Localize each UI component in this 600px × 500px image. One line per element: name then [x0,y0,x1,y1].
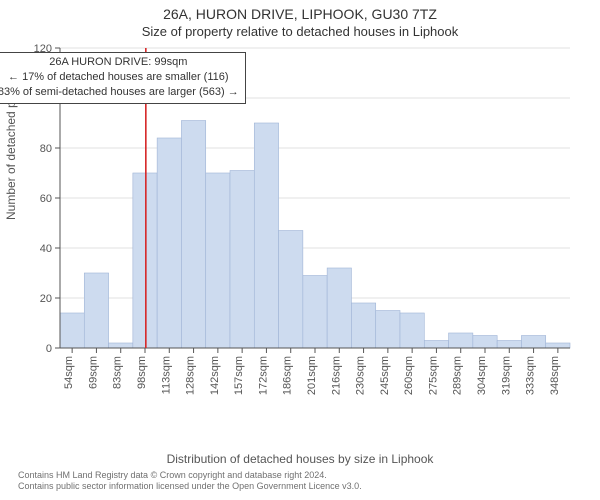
x-tick-label: 216sqm [330,356,342,395]
x-tick-label: 230sqm [355,356,367,395]
histogram-bar [279,231,303,349]
x-tick-label: 113sqm [160,356,172,394]
histogram-bar [351,303,375,348]
histogram-bar [497,341,521,349]
x-tick-label: 69sqm [87,356,99,389]
x-tick-label: 260sqm [403,356,415,395]
histogram-bar [181,121,205,349]
x-tick-label: 83sqm [112,356,124,389]
x-tick-label: 98sqm [136,356,148,389]
x-tick-label: 142sqm [209,356,221,395]
y-tick-label: 0 [46,343,52,355]
x-tick-label: 157sqm [233,356,245,395]
y-tick-label: 60 [40,193,52,205]
x-tick-label: 245sqm [379,356,391,395]
x-axis-label: Distribution of detached houses by size … [0,452,600,466]
x-tick-label: 275sqm [427,356,439,395]
x-tick-label: 128sqm [185,356,197,395]
histogram-bar [254,123,278,348]
x-tick-label: 304sqm [476,356,488,395]
histogram-bar [109,343,133,348]
footer-line-1: Contains HM Land Registry data © Crown c… [18,470,590,481]
annotation-line-3: 83% of semi-detached houses are larger (… [0,85,239,100]
histogram-bar [60,313,84,348]
histogram-bar [424,341,448,349]
figure-root: 26A, HURON DRIVE, LIPHOOK, GU30 7TZ Size… [0,0,600,500]
annotation-box: 26A HURON DRIVE: 99sqm ← 17% of detached… [0,52,246,104]
histogram-bar [157,138,181,348]
y-tick-label: 40 [40,243,52,255]
chart-subtitle: Size of property relative to detached ho… [0,24,600,39]
plot-area: 02040608010012054sqm69sqm83sqm98sqm113sq… [60,48,570,408]
x-tick-label: 289sqm [452,356,464,395]
histogram-bar [230,171,254,349]
histogram-bar [376,311,400,349]
x-tick-label: 348sqm [549,356,561,395]
histogram-bar [400,313,424,348]
histogram-bar [133,173,157,348]
chart-title: 26A, HURON DRIVE, LIPHOOK, GU30 7TZ [0,6,600,22]
x-tick-label: 319sqm [500,356,512,395]
x-tick-label: 201sqm [306,356,318,395]
x-tick-label: 172sqm [257,356,269,395]
y-tick-label: 80 [40,143,52,155]
histogram-bar [473,336,497,349]
histogram-bar [327,268,351,348]
histogram-bar [303,276,327,349]
histogram-bar [521,336,545,349]
footer: Contains HM Land Registry data © Crown c… [18,470,590,493]
annotation-line-1: 26A HURON DRIVE: 99sqm [0,55,239,70]
histogram-bar [449,333,473,348]
footer-line-2: Contains public sector information licen… [18,481,590,492]
histogram-bar [84,273,108,348]
x-tick-label: 54sqm [63,356,75,389]
histogram-bar [206,173,230,348]
x-tick-label: 333sqm [525,356,537,395]
histogram-bar [546,343,570,348]
annotation-line-2: ← 17% of detached houses are smaller (11… [0,70,239,85]
x-tick-label: 186sqm [282,356,294,395]
y-tick-label: 20 [40,293,52,305]
